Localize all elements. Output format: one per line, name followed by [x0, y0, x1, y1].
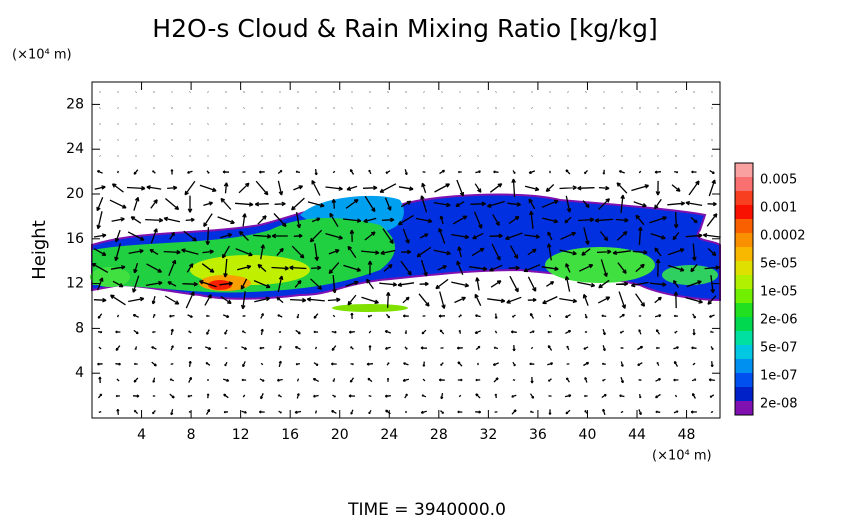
wind-vectors: [91, 91, 721, 416]
colorbar-label: 1e-05: [760, 285, 798, 300]
colorbar-swatch: [735, 331, 753, 345]
x-tick-label: 4: [137, 427, 146, 443]
colorbar-swatch: [735, 219, 753, 233]
y-tick-label: 16: [66, 231, 84, 247]
x-tick-label: 32: [479, 427, 497, 443]
colorbar-swatch: [735, 261, 753, 275]
y-axis-label: Height: [29, 220, 50, 280]
colorbar-swatch: [735, 303, 753, 317]
y-tick-label: 28: [66, 96, 84, 112]
colorbar-label: 1e-07: [760, 369, 798, 384]
x-tick-label: 28: [430, 427, 448, 443]
x-tick-label: 48: [678, 427, 696, 443]
vector-arrows: [91, 91, 721, 416]
y-tick-label: 20: [66, 186, 84, 202]
x-unit: (×10⁴ m): [652, 449, 712, 464]
colorbar-label: 0.001: [760, 201, 797, 216]
x-tick-label: 24: [380, 427, 398, 443]
colorbar-label: 0.0002: [760, 229, 806, 244]
colorbar-swatch: [735, 345, 753, 359]
colorbar-label: 5e-05: [760, 257, 798, 272]
footer: TIME = 3940000.0: [347, 500, 506, 519]
colorbar-swatch: [735, 177, 753, 191]
cloud-field: [90, 193, 721, 312]
cloud-region: [662, 265, 718, 285]
colorbar-swatch: [735, 373, 753, 387]
x-tick-label: 20: [331, 427, 349, 443]
cloud-region: [545, 247, 655, 283]
colorbar-swatch: [735, 289, 753, 303]
x-tick-label: 40: [579, 427, 597, 443]
colorbar-swatch: [735, 387, 753, 401]
colorbar-swatch: [735, 163, 753, 177]
colorbar-swatch: [735, 359, 753, 373]
cloud-region: [332, 304, 408, 312]
colorbar-swatch: [735, 401, 753, 415]
y-tick-label: 12: [66, 276, 84, 292]
colorbar-label: 0.005: [760, 173, 797, 188]
y-tick-label: 8: [75, 320, 84, 336]
colorbar-swatch: [735, 233, 753, 247]
y-tick-label: 4: [75, 365, 84, 381]
colorbar-swatch: [735, 275, 753, 289]
colorbar-frame: [734, 162, 754, 416]
colorbar-label: 5e-07: [760, 341, 798, 356]
y-unit: (×10⁴ m): [12, 48, 72, 63]
x-tick-label: 44: [628, 427, 646, 443]
colorbar-swatch: [735, 205, 753, 219]
colorbar-swatch: [735, 247, 753, 261]
chart-title: H2O-s Cloud & Rain Mixing Ratio [kg/kg]: [152, 14, 657, 43]
y-tick-label: 24: [66, 141, 84, 157]
x-tick-label: 12: [232, 427, 250, 443]
colorbar-swatch: [735, 317, 753, 331]
plot-frame: [91, 81, 721, 419]
x-tick-label: 36: [529, 427, 547, 443]
x-tick-label: 8: [187, 427, 196, 443]
colorbar-swatch: [735, 191, 753, 205]
cloud-region: [90, 267, 130, 287]
x-tick-label: 16: [281, 427, 299, 443]
colorbar-label: 2e-06: [760, 313, 798, 328]
colorbar-label: 2e-08: [760, 397, 798, 412]
